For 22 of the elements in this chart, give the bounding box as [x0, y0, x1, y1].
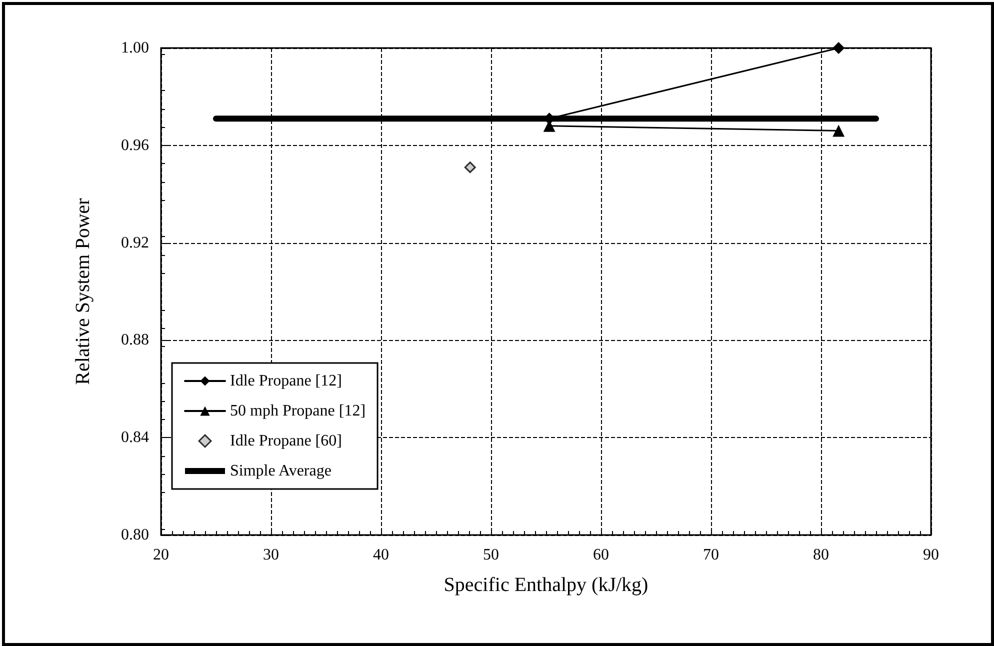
x-tick-label: 30	[263, 546, 279, 564]
y-tick-label: 0.96	[121, 136, 149, 154]
x-tick-label: 70	[703, 546, 719, 564]
y-tick-label: 0.84	[121, 429, 149, 446]
x-tick-label: 80	[813, 546, 829, 564]
y-tick-label: 1.00	[121, 40, 149, 56]
y-tick-label: 0.92	[121, 234, 149, 252]
y-axis-title: Relative System Power	[72, 198, 94, 385]
x-axis-title: Specific Enthalpy (kJ/kg)	[444, 574, 648, 596]
legend-label: Idle Propane [12]	[230, 372, 342, 390]
legend-label: Simple Average	[230, 462, 332, 480]
legend-label: 50 mph Propane [12]	[230, 402, 366, 420]
y-tick-label: 0.88	[121, 332, 149, 349]
point	[464, 162, 476, 174]
x-tick-label: 40	[373, 546, 389, 564]
x-tick-label: 20	[153, 546, 169, 564]
x-tick-label: 50	[483, 546, 499, 564]
legend-label: Idle Propane [60]	[230, 432, 342, 450]
x-tick-label: 90	[923, 546, 939, 564]
x-tick-label: 60	[593, 546, 609, 564]
y-tick-label: 0.80	[121, 526, 149, 544]
point	[832, 42, 845, 54]
